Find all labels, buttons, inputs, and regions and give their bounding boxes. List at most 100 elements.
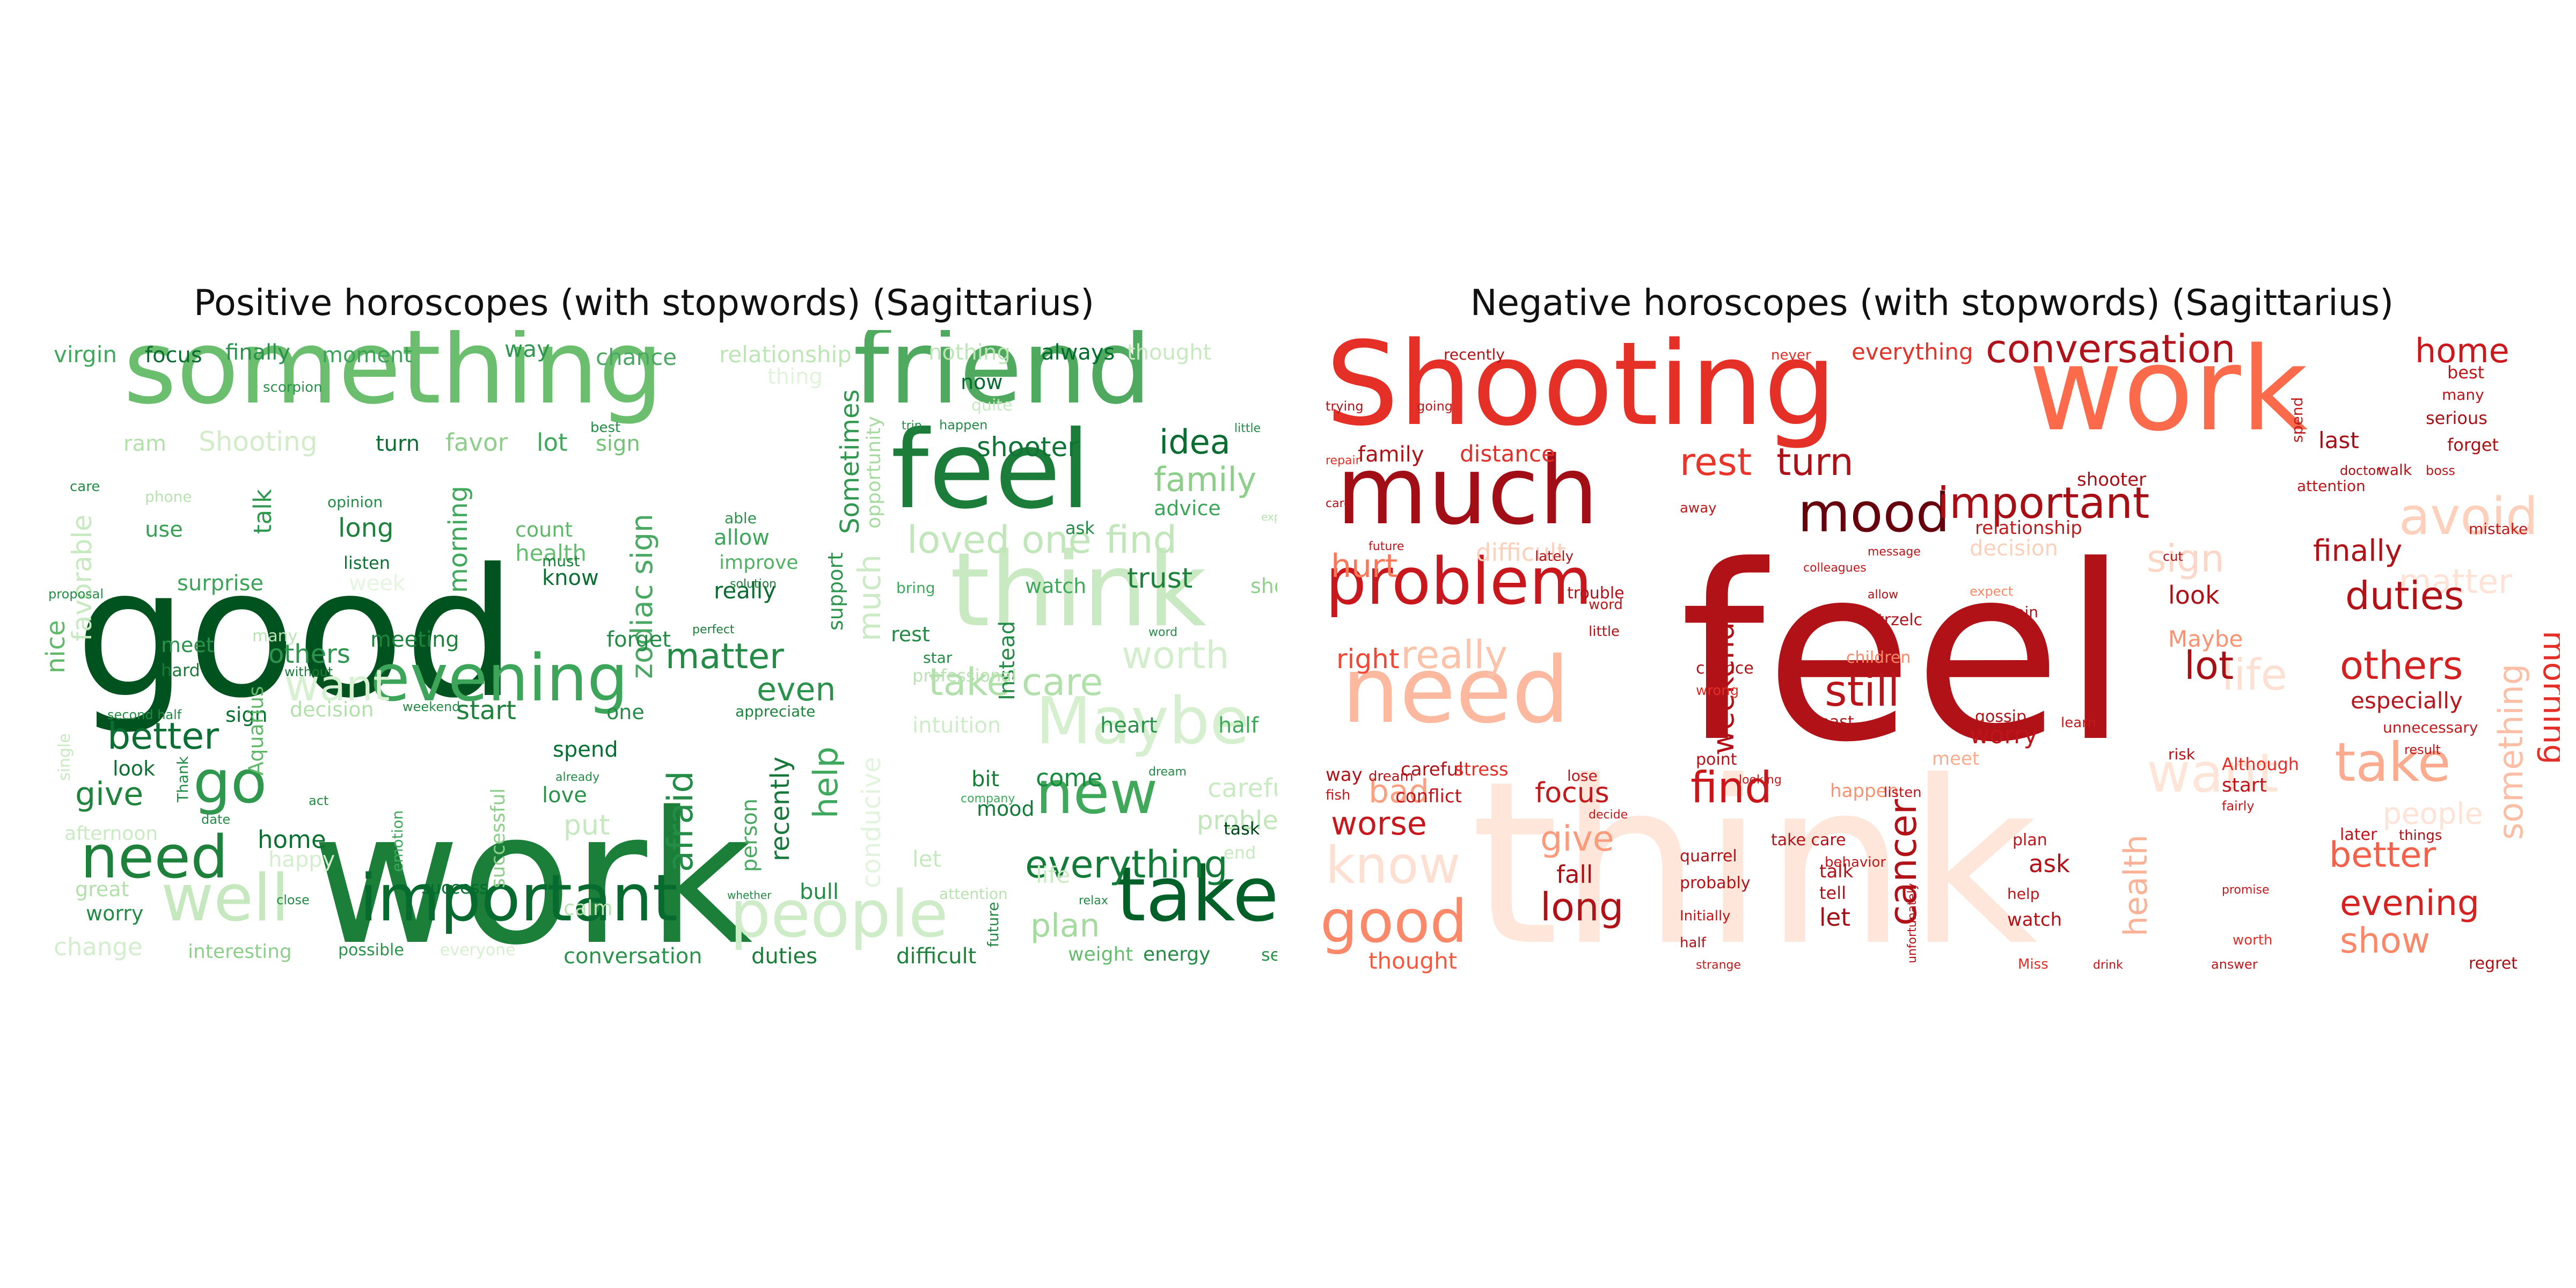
- cloud-word: take care: [1771, 831, 1846, 850]
- cloud-word: think: [1470, 733, 2038, 974]
- cloud-word: looking: [1739, 773, 1782, 787]
- cloud-word: drink: [2093, 958, 2123, 972]
- cloud-word: doctor: [2340, 463, 2381, 478]
- cloud-word: better: [107, 715, 219, 758]
- cloud-word: thought: [1368, 948, 1457, 974]
- cloud-word: lately: [1535, 548, 1574, 565]
- cloud-word: must: [542, 552, 580, 570]
- cloud-word: attention: [939, 885, 1008, 903]
- cloud-word: company: [961, 792, 1015, 806]
- cloud-word: put: [564, 809, 610, 841]
- cloud-word: life: [1036, 862, 1070, 888]
- cloud-word: take: [2334, 731, 2450, 794]
- cloud-word: give: [75, 775, 143, 813]
- cloud-word: hard: [161, 660, 200, 680]
- cloud-word: look: [113, 757, 155, 780]
- cloud-word: rest: [1680, 440, 1752, 484]
- cloud-word: happen: [939, 418, 987, 433]
- cloud-word: conversation: [1986, 330, 2235, 371]
- cloud-word: ask: [1065, 518, 1095, 538]
- cloud-word: duties: [751, 944, 817, 969]
- cloud-word: long: [338, 513, 394, 543]
- cloud-word: scorpion: [263, 379, 323, 396]
- cloud-word: probably: [1680, 874, 1751, 892]
- cloud-word: Strzelc: [1868, 611, 1922, 630]
- cloud-word: recently: [765, 757, 795, 861]
- cloud-word: find: [1106, 518, 1177, 562]
- cloud-word: well: [161, 861, 289, 936]
- cloud-word: better: [2329, 835, 2436, 875]
- cloud-word: calm: [564, 896, 613, 920]
- cloud-word: going: [1417, 399, 1453, 414]
- cloud-word: Instead: [995, 621, 1020, 700]
- cloud-word: away: [1680, 500, 1717, 516]
- cloud-word: meet: [1932, 748, 1979, 770]
- cloud-word: something: [123, 330, 663, 427]
- cloud-word: fish: [1326, 787, 1350, 803]
- cloud-word: relationship: [1975, 517, 2082, 539]
- cloud-word: worth: [2233, 932, 2273, 948]
- cloud-word: nice: [41, 620, 71, 674]
- cloud-word: worse: [1331, 805, 1427, 843]
- cloud-word: talk: [248, 489, 277, 534]
- cloud-word: mistake: [2469, 520, 2528, 538]
- cloud-word: decision: [1970, 536, 2058, 561]
- cloud-word: moment: [322, 343, 412, 368]
- cloud-word: solution: [730, 577, 777, 591]
- cloud-word: watch: [2007, 909, 2062, 931]
- cloud-word: word: [1148, 626, 1177, 639]
- cloud-word: future: [984, 902, 1002, 947]
- cloud-word: morning: [2536, 631, 2560, 765]
- cloud-word: start: [456, 696, 516, 726]
- cloud-word: help: [806, 747, 845, 818]
- cloud-word: new: [1036, 758, 1158, 827]
- cloud-word: know: [1326, 836, 1460, 895]
- cloud-word: still: [1825, 666, 1900, 716]
- cloud-word: last: [2318, 427, 2359, 453]
- cloud-word: look: [2168, 581, 2220, 610]
- cloud-word: distance: [1460, 441, 1555, 467]
- cloud-word: trouble: [1567, 584, 1624, 603]
- cloud-word: end: [1224, 843, 1256, 863]
- cloud-word: professional: [912, 665, 1016, 686]
- cloud-word: things: [2399, 828, 2442, 844]
- cloud-word: careful: [1401, 759, 1463, 780]
- cloud-word: afraid: [661, 771, 701, 872]
- cloud-word: Aquarius: [244, 686, 268, 775]
- cloud-word: half: [1218, 713, 1259, 738]
- cloud-word: Miss: [2018, 956, 2048, 972]
- cloud-word: forget: [2447, 435, 2499, 455]
- cloud-word: ram: [123, 431, 166, 456]
- cloud-word: feel: [1680, 514, 2129, 795]
- cloud-word: evening: [370, 641, 628, 716]
- cloud-word: word: [1589, 597, 1623, 613]
- cloud-word: point: [1696, 750, 1737, 769]
- cloud-word: Although: [2222, 754, 2299, 774]
- cloud-word: allow: [714, 525, 770, 550]
- cloud-word: sign: [2147, 537, 2224, 581]
- cloud-word: expect: [1261, 510, 1277, 523]
- cloud-word: show: [2340, 921, 2430, 961]
- cloud-word: finally: [225, 340, 290, 365]
- cloud-word: Sometimes: [835, 389, 865, 534]
- cloud-word: Maybe: [2168, 626, 2243, 652]
- cloud-word: half: [1680, 935, 1707, 951]
- cloud-word: forget: [606, 627, 671, 652]
- cloud-word: recently: [1444, 346, 1505, 363]
- cloud-word: intuition: [912, 713, 1001, 738]
- cloud-word: many: [252, 627, 297, 646]
- cloud-word: little: [1234, 422, 1261, 435]
- cloud-word: problem: [1197, 806, 1277, 836]
- cloud-word: appreciate: [735, 702, 815, 720]
- cloud-word: work: [311, 773, 753, 974]
- cloud-word: learn: [2061, 715, 2096, 731]
- cloud-word: talk: [1819, 861, 1854, 882]
- cloud-word: everything: [1851, 339, 1973, 365]
- cloud-word: dream: [1368, 769, 1414, 785]
- cloud-word: never: [1771, 347, 1811, 363]
- cloud-word: regret: [2469, 954, 2518, 973]
- cloud-word: know: [542, 566, 599, 590]
- cloud-word: everyone: [440, 941, 516, 960]
- cloud-word: close: [276, 892, 310, 908]
